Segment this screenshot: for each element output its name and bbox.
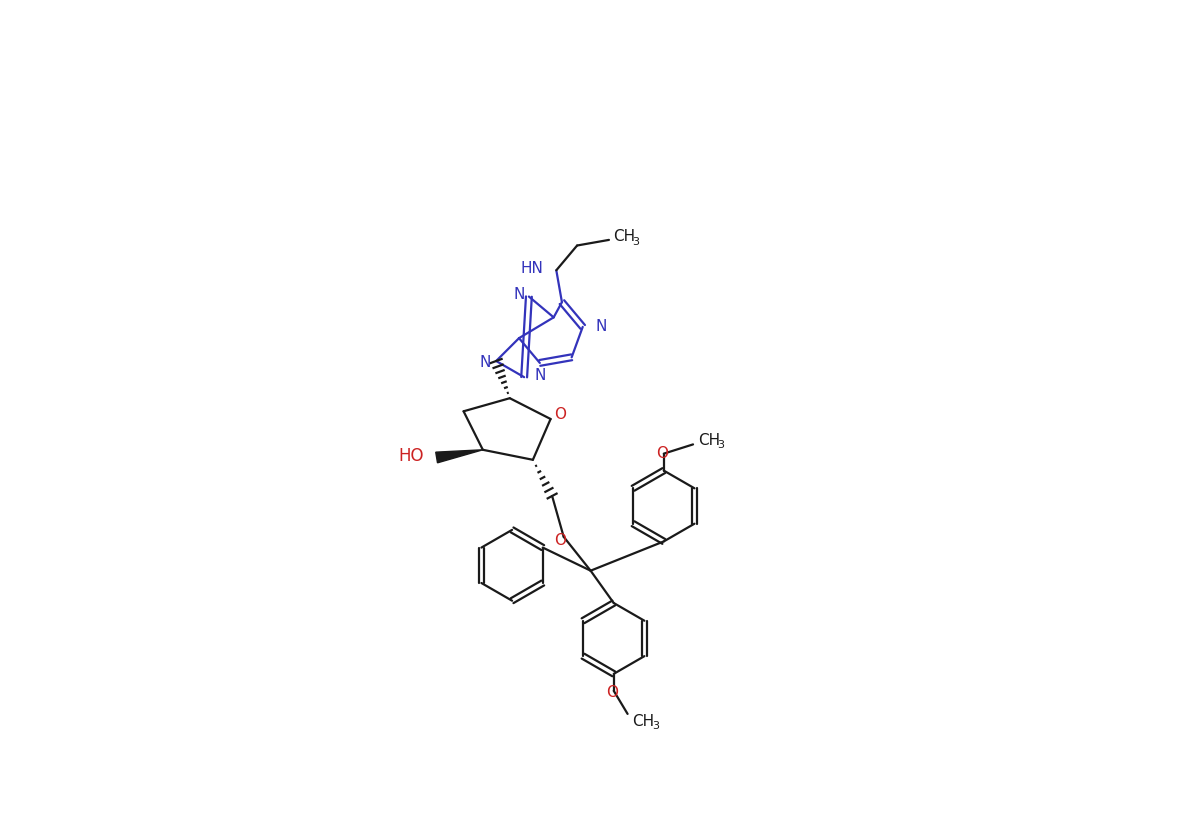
Text: 3: 3 — [652, 720, 659, 730]
Text: CH: CH — [697, 432, 720, 447]
Text: N: N — [534, 368, 545, 383]
Text: 3: 3 — [718, 439, 725, 449]
Text: N: N — [480, 354, 491, 370]
Polygon shape — [436, 451, 483, 463]
Text: CH: CH — [613, 228, 635, 243]
Text: N: N — [513, 287, 525, 302]
Text: O: O — [555, 406, 566, 421]
Text: CH: CH — [632, 713, 654, 727]
Text: N: N — [595, 319, 607, 334]
Text: O: O — [656, 446, 669, 461]
Text: O: O — [606, 684, 618, 699]
Text: HN: HN — [520, 260, 543, 275]
Text: 3: 3 — [632, 237, 639, 247]
Text: O: O — [553, 533, 565, 548]
Text: HO: HO — [397, 446, 424, 465]
